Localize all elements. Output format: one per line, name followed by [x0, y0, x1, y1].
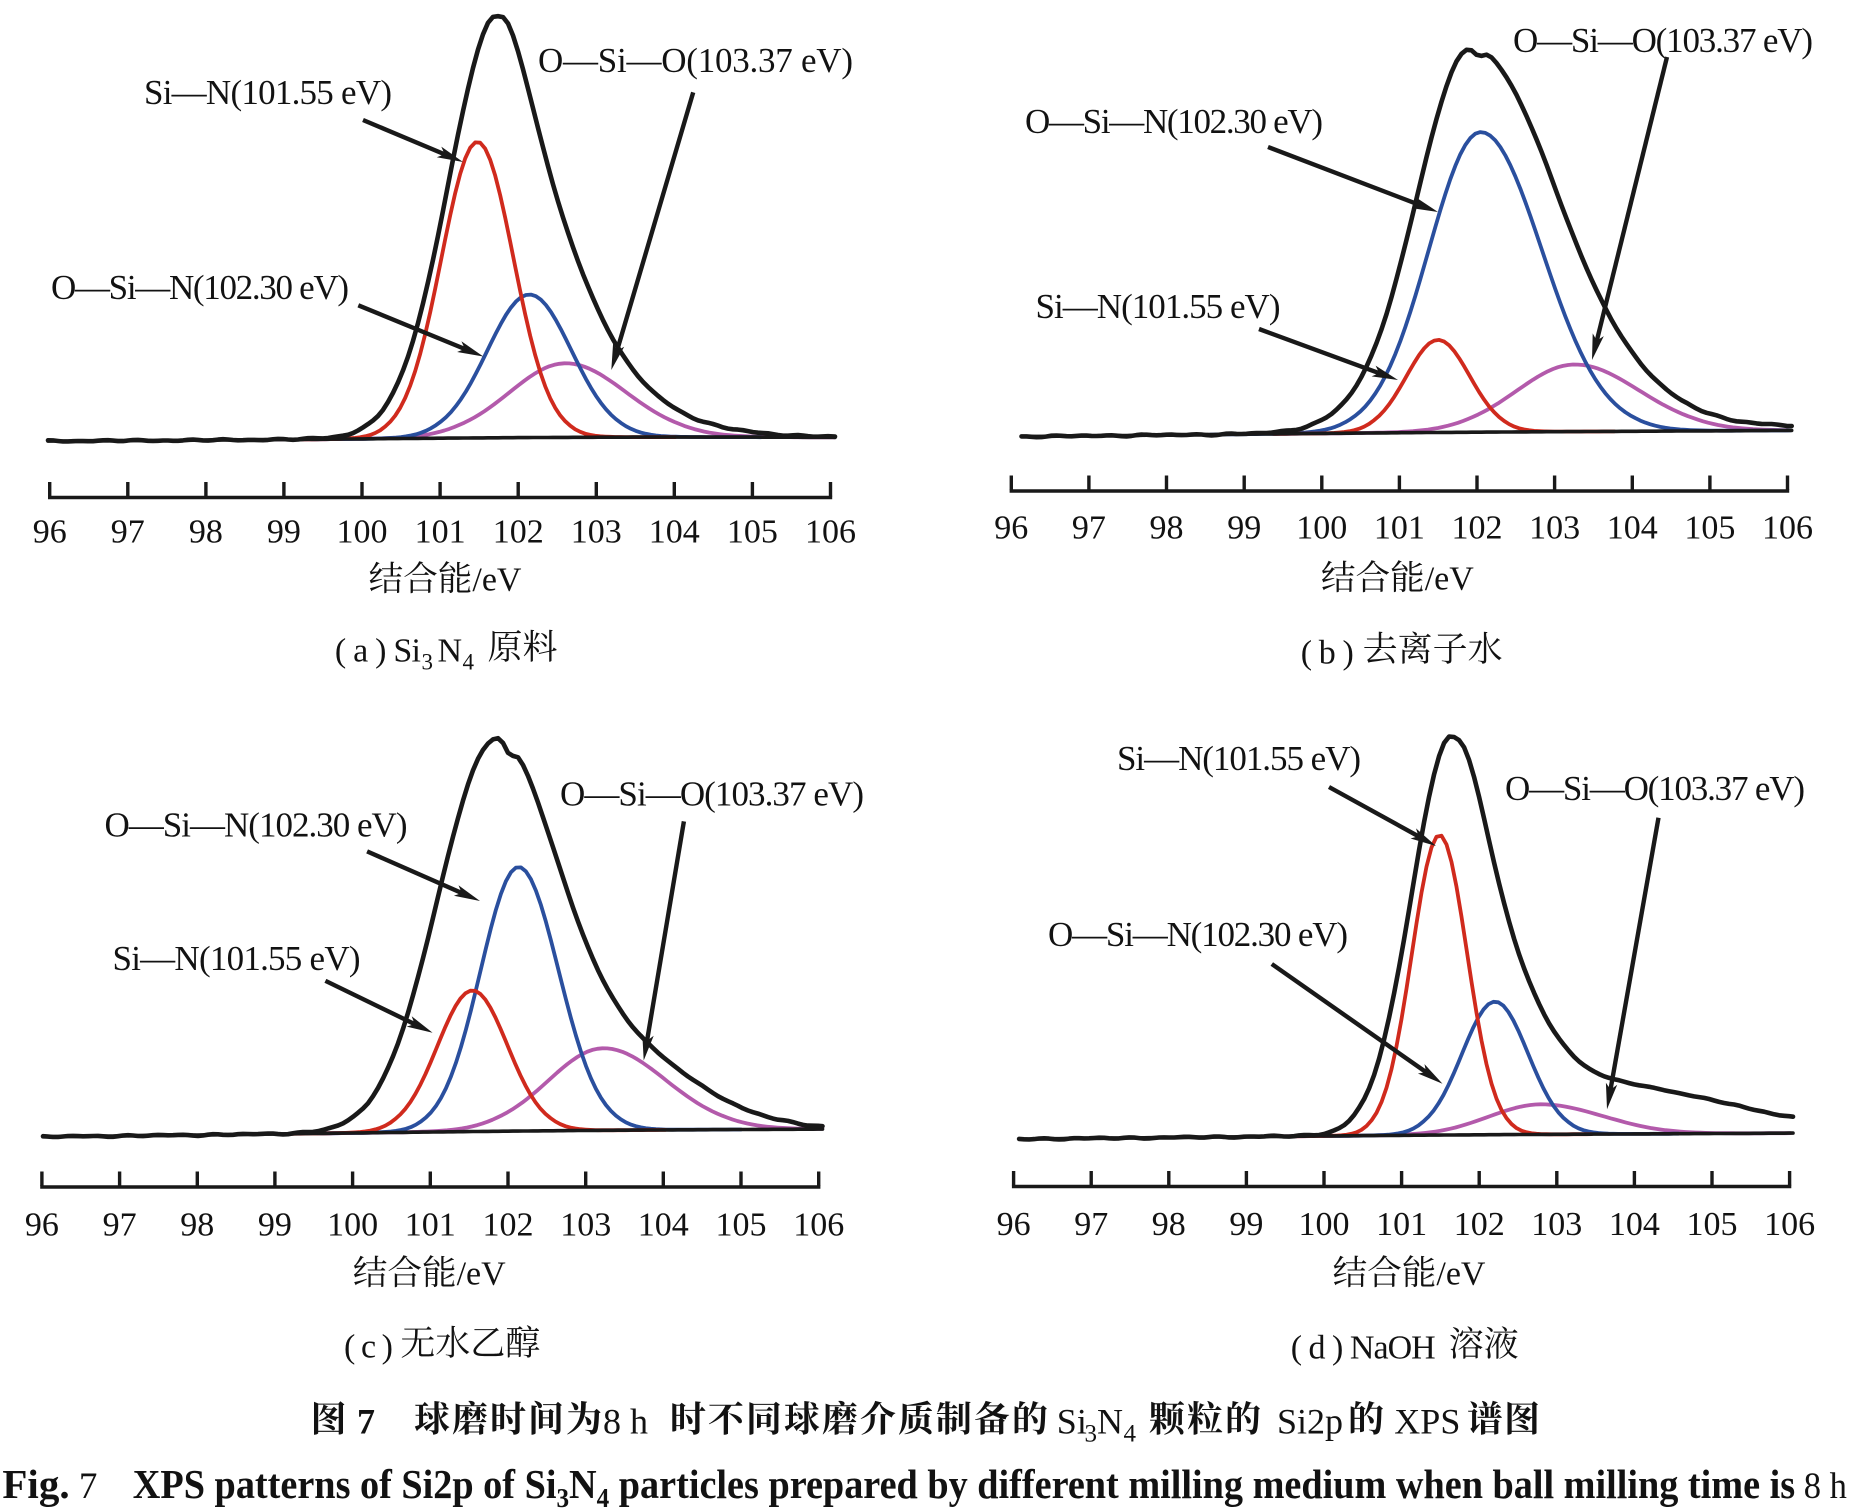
svg-text:3: 3	[422, 650, 434, 675]
svg-text:( b ): ( b )	[1301, 635, 1354, 672]
svg-text:/eV: /eV	[472, 562, 522, 599]
svg-text:( c ): ( c )	[344, 1329, 393, 1366]
svg-text:106: 106	[805, 514, 856, 551]
svg-text:O—Si—N(102.30 eV): O—Si—N(102.30 eV)	[1025, 102, 1323, 141]
svg-text:105: 105	[716, 1207, 767, 1244]
svg-text:96: 96	[997, 1206, 1031, 1243]
svg-text:101: 101	[1376, 1206, 1427, 1243]
svg-text:99: 99	[258, 1207, 292, 1244]
svg-text:( a ) Si: ( a ) Si	[335, 633, 421, 670]
svg-text:Si2p: Si2p	[1277, 1402, 1343, 1442]
svg-text:N: N	[1097, 1402, 1123, 1442]
svg-text:XPS patterns of Si2p of Si3N4: XPS patterns of Si2p of Si3N4 particles …	[133, 1462, 1847, 1512]
svg-text:XPS: XPS	[1394, 1402, 1460, 1442]
svg-text:N: N	[438, 633, 463, 670]
svg-text:100: 100	[1299, 1206, 1350, 1243]
svg-text:98: 98	[1152, 1206, 1186, 1243]
svg-text:99: 99	[1229, 1206, 1263, 1243]
svg-text:100: 100	[327, 1207, 378, 1244]
svg-text:100: 100	[1296, 510, 1347, 547]
svg-text:Fig. 7: Fig. 7	[2, 1461, 97, 1507]
svg-text:97: 97	[1072, 510, 1106, 547]
svg-text:98: 98	[1150, 510, 1184, 547]
svg-text:102: 102	[1454, 1206, 1505, 1243]
svg-text:104: 104	[1609, 1206, 1660, 1243]
svg-text:102: 102	[493, 514, 544, 551]
svg-text:101: 101	[415, 514, 466, 551]
svg-text:101: 101	[405, 1207, 456, 1244]
svg-text:104: 104	[638, 1207, 689, 1244]
svg-text:100: 100	[337, 514, 388, 551]
svg-text:O—Si—O(103.37 eV): O—Si—O(103.37 eV)	[538, 41, 853, 80]
svg-text:96: 96	[994, 510, 1028, 547]
svg-text:Si—N(101.55 eV): Si—N(101.55 eV)	[1117, 739, 1361, 778]
svg-text:103: 103	[1529, 510, 1580, 547]
svg-text:104: 104	[1607, 510, 1658, 547]
svg-text:98: 98	[180, 1207, 214, 1244]
svg-text:97: 97	[111, 514, 145, 551]
svg-text:/eV: /eV	[457, 1256, 507, 1293]
svg-text:3: 3	[1085, 1421, 1098, 1448]
svg-text:Si—N(101.55 eV): Si—N(101.55 eV)	[113, 939, 361, 978]
svg-text:102: 102	[1452, 510, 1503, 547]
svg-text:105: 105	[1684, 510, 1735, 547]
svg-text:106: 106	[1762, 510, 1813, 547]
svg-text:101: 101	[1374, 510, 1425, 547]
svg-text:99: 99	[1227, 510, 1261, 547]
svg-text:97: 97	[1074, 1206, 1108, 1243]
svg-text:97: 97	[103, 1207, 137, 1244]
svg-text:96: 96	[33, 514, 67, 551]
svg-text:103: 103	[571, 514, 622, 551]
svg-text:99: 99	[267, 514, 301, 551]
svg-text:105: 105	[727, 514, 778, 551]
svg-text:Si: Si	[1057, 1402, 1087, 1442]
svg-text:103: 103	[560, 1207, 611, 1244]
svg-text:7: 7	[357, 1402, 375, 1442]
svg-text:Si—N(101.55 eV): Si—N(101.55 eV)	[144, 73, 392, 112]
svg-text:4: 4	[463, 650, 475, 675]
svg-text:106: 106	[1764, 1206, 1815, 1243]
svg-text:106: 106	[793, 1207, 844, 1244]
svg-text:96: 96	[25, 1207, 59, 1244]
svg-text:O—Si—N(102.30 eV): O—Si—N(102.30 eV)	[1048, 915, 1348, 954]
svg-text:8 h: 8 h	[603, 1402, 648, 1442]
svg-text:104: 104	[649, 514, 700, 551]
svg-text:Si—N(101.55 eV): Si—N(101.55 eV)	[1036, 287, 1281, 326]
svg-text:( d ) NaOH: ( d ) NaOH	[1291, 1330, 1436, 1367]
svg-text:O—Si—O(103.37 eV): O—Si—O(103.37 eV)	[1513, 21, 1813, 60]
svg-text:O—Si—O(103.37 eV): O—Si—O(103.37 eV)	[560, 775, 864, 814]
svg-text:/eV: /eV	[1436, 1256, 1486, 1293]
svg-text:O—Si—N(102.30 eV): O—Si—N(102.30 eV)	[51, 268, 349, 307]
svg-text:105: 105	[1687, 1206, 1738, 1243]
svg-text:98: 98	[189, 514, 223, 551]
svg-text:/eV: /eV	[1425, 561, 1475, 598]
svg-text:102: 102	[483, 1207, 534, 1244]
svg-text:103: 103	[1531, 1206, 1582, 1243]
svg-text:O—Si—O(103.37 eV): O—Si—O(103.37 eV)	[1505, 769, 1805, 808]
svg-text:4: 4	[1124, 1421, 1137, 1448]
svg-text:O—Si—N(102.30 eV): O—Si—N(102.30 eV)	[105, 806, 408, 845]
